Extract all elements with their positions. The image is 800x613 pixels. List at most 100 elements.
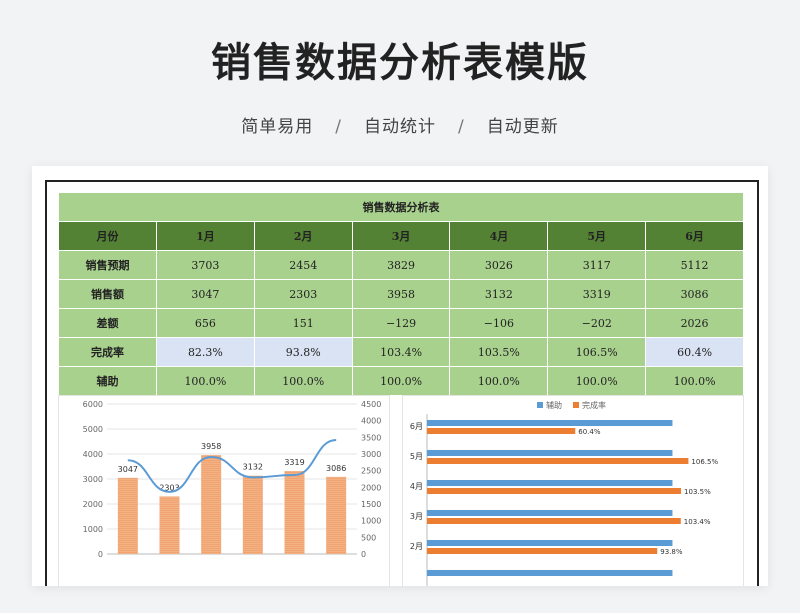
bar: [201, 455, 222, 554]
category-label: 4月: [410, 482, 423, 491]
sales-combo-chart-svg: 0 1000 2000 3000 4000 5000 6000 0 500 1000 1500 200…: [83, 400, 382, 559]
page-subtitle: 简单易用 / 自动统计 / 自动更新: [0, 112, 800, 137]
table-cell[interactable]: 100.0%: [253, 366, 353, 396]
table-cell[interactable]: 3117: [547, 250, 647, 280]
table-cell[interactable]: 5112: [645, 250, 744, 280]
legend-label: 完成率: [582, 400, 606, 410]
y-tick-label: 4000: [83, 450, 103, 459]
month-header: 3月: [351, 221, 451, 251]
y-tick-label: 3000: [83, 475, 103, 484]
table-row-difference: 差额 656 151 −129 −106 −202 2026: [58, 308, 744, 338]
bar: [242, 475, 263, 554]
category-label: 3月: [410, 512, 423, 521]
table-cell[interactable]: 93.8%: [253, 337, 353, 367]
data-label: 106.5%: [691, 458, 718, 466]
table-row-expected: 销售预期 3703 2454 3829 3026 3117 5112: [58, 250, 744, 280]
month-header: 1月: [156, 221, 255, 251]
data-label: 2303: [159, 483, 179, 492]
y-tick-label: 0: [98, 550, 103, 559]
legend-swatch: [573, 402, 579, 408]
data-label: 3958: [201, 442, 221, 451]
data-label: 103.4%: [684, 518, 711, 526]
bar: [117, 477, 138, 554]
legend-swatch: [537, 402, 543, 408]
table-cell[interactable]: 100.0%: [645, 366, 744, 396]
bar: [159, 496, 180, 554]
y2-tick-label: 2000: [361, 483, 381, 492]
bar: [427, 428, 576, 434]
table-cell[interactable]: 656: [156, 308, 255, 338]
y2-tick-label: 1500: [361, 500, 381, 509]
table-cell[interactable]: 2303: [253, 279, 353, 309]
subtitle-item-easy: 简单易用: [241, 117, 314, 137]
table-row-sales: 销售额 3047 2303 3958 3132 3319 3086: [58, 279, 744, 309]
subtitle-separator: /: [335, 117, 342, 137]
subtitle-separator: /: [458, 117, 465, 137]
table-cell[interactable]: 100.0%: [156, 366, 255, 396]
preview-card: 销售数据分析表 月份 1月 2月 3月 4月 5月 6月 销售预期 3703 2…: [32, 166, 768, 586]
data-label: 103.5%: [684, 488, 711, 496]
bar: [427, 518, 681, 524]
subtitle-item-auto-update: 自动更新: [486, 117, 559, 137]
series-line: [127, 439, 337, 493]
y2-tick-label: 4500: [361, 400, 381, 409]
sales-combo-chart[interactable]: 0 1000 2000 3000 4000 5000 6000 0 500 1000 1500 200…: [58, 395, 390, 586]
sales-table: 销售数据分析表 月份 1月 2月 3月 4月 5月 6月 销售预期 3703 2…: [58, 192, 744, 396]
row-label: 辅助: [58, 366, 157, 396]
month-header: 5月: [547, 221, 647, 251]
y-tick-label: 2000: [83, 500, 103, 509]
row-label: 完成率: [58, 337, 157, 367]
y2-tick-label: 0: [361, 550, 366, 559]
bar: [427, 480, 673, 486]
table-cell[interactable]: 106.5%: [547, 337, 647, 367]
table-cell[interactable]: 3319: [547, 279, 647, 309]
table-cell[interactable]: 82.3%: [156, 337, 255, 367]
completion-bar-chart-svg: 辅助 完成率 6月 60.4% 5月 106.5% 4月 103.5% 3月 103.4% 2月 93…: [410, 400, 718, 586]
table-cell[interactable]: 100.0%: [547, 366, 647, 396]
completion-bar-chart[interactable]: 辅助 完成率 6月 60.4% 5月 106.5% 4月 103.5% 3月 103.4% 2月 93…: [402, 395, 744, 586]
table-cell[interactable]: 100.0%: [351, 366, 451, 396]
table-cell[interactable]: 3026: [449, 250, 549, 280]
table-cell[interactable]: 60.4%: [645, 337, 744, 367]
bar: [284, 471, 305, 554]
category-label: 2月: [410, 542, 423, 551]
table-header-row: 月份 1月 2月 3月 4月 5月 6月: [58, 221, 744, 251]
table-cell[interactable]: 2454: [253, 250, 353, 280]
month-header-cell: 月份: [58, 221, 157, 251]
data-label: 93.8%: [660, 548, 683, 556]
data-label: 3086: [326, 464, 346, 473]
bar: [427, 510, 673, 516]
table-cell[interactable]: −202: [547, 308, 647, 338]
category-label: 6月: [410, 422, 423, 431]
bar: [427, 450, 673, 456]
table-cell[interactable]: 3829: [351, 250, 451, 280]
table-cell[interactable]: 3086: [645, 279, 744, 309]
table-cell[interactable]: 3132: [449, 279, 549, 309]
y-tick-label: 1000: [83, 525, 103, 534]
data-label: 3132: [243, 463, 263, 472]
y-tick-label: 6000: [83, 400, 103, 409]
month-header: 2月: [253, 221, 353, 251]
table-cell[interactable]: −106: [449, 308, 549, 338]
y2-tick-label: 3500: [361, 433, 381, 442]
legend-label: 辅助: [546, 400, 562, 410]
y2-tick-label: 2500: [361, 467, 381, 476]
table-cell[interactable]: 3703: [156, 250, 255, 280]
table-cell[interactable]: 103.4%: [351, 337, 451, 367]
table-cell[interactable]: 103.5%: [449, 337, 549, 367]
table-cell[interactable]: −129: [351, 308, 451, 338]
table-cell[interactable]: 2026: [645, 308, 744, 338]
y2-tick-label: 3000: [361, 450, 381, 459]
table-cell[interactable]: 151: [253, 308, 353, 338]
row-label: 销售预期: [58, 250, 157, 280]
table-row-helper: 辅助 100.0% 100.0% 100.0% 100.0% 100.0% 10…: [58, 366, 744, 396]
table-cell[interactable]: 3958: [351, 279, 451, 309]
table-cell[interactable]: 100.0%: [449, 366, 549, 396]
bar: [427, 458, 689, 464]
y2-tick-label: 500: [361, 533, 376, 542]
bar: [326, 476, 347, 554]
table-cell[interactable]: 3047: [156, 279, 255, 309]
y2-tick-label: 1000: [361, 517, 381, 526]
table-row-completion: 完成率 82.3% 93.8% 103.4% 103.5% 106.5% 60.…: [58, 337, 744, 367]
bar: [427, 570, 673, 576]
